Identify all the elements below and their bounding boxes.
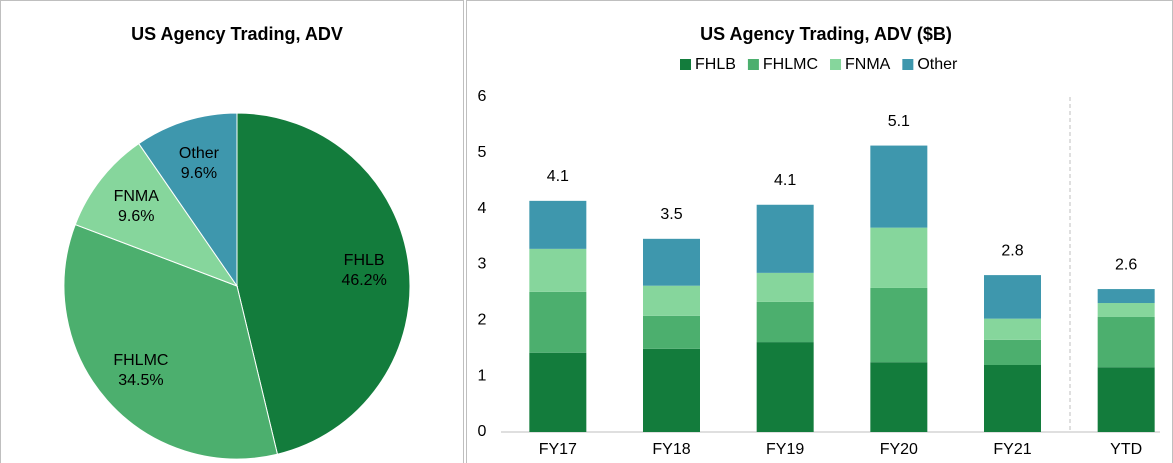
bar-segment	[984, 339, 1041, 365]
bar-segment	[529, 352, 587, 432]
total-label: 4.1	[774, 172, 796, 189]
bar-segment	[529, 291, 587, 353]
y-tick-label: 6	[478, 88, 487, 105]
bar-segment	[1097, 303, 1155, 317]
total-label: 2.8	[1001, 242, 1023, 259]
y-tick-label: 0	[478, 423, 487, 440]
bar-segment	[870, 362, 928, 432]
x-tick-label: FY19	[766, 441, 804, 458]
y-tick-label: 5	[478, 144, 487, 161]
x-tick-label: YTD	[1110, 441, 1142, 458]
slice-value-label: 9.6%	[181, 165, 217, 182]
slice-value-label: 34.5%	[118, 372, 163, 389]
bar-segment	[1097, 289, 1155, 304]
total-label: 5.1	[888, 113, 910, 130]
bar-segment	[756, 204, 814, 273]
bar-segment	[1097, 367, 1155, 432]
pie-slice	[74, 142, 239, 288]
legend-label: FHLMC	[763, 56, 818, 73]
bar-segment	[1097, 316, 1155, 368]
x-tick-label: FY18	[652, 441, 690, 458]
bar-segment	[870, 287, 928, 363]
bar-title: US Agency Trading, ADV ($B)	[700, 24, 952, 44]
bar-segment	[643, 238, 700, 286]
slice-label: FHLMC	[113, 352, 168, 369]
bar-segment	[529, 248, 587, 292]
slice-label: FHLB	[344, 252, 385, 269]
pie-slice	[236, 112, 411, 455]
legend-label: FNMA	[845, 56, 891, 73]
left-panel	[0, 0, 464, 463]
x-tick-label: FY20	[880, 441, 918, 458]
total-label: 3.5	[660, 206, 682, 223]
slice-value-label: 9.6%	[118, 208, 154, 225]
legend-swatch	[747, 59, 759, 70]
bar-segment	[643, 348, 700, 432]
y-tick-label: 3	[478, 256, 487, 273]
slice-label: Other	[179, 145, 220, 162]
bar-segment	[870, 145, 928, 228]
bar-segment	[643, 285, 700, 316]
bar-segment	[529, 200, 587, 249]
y-tick-label: 4	[478, 200, 487, 217]
legend-swatch	[680, 59, 691, 70]
bar-segment	[756, 342, 814, 432]
pie-slice	[63, 223, 279, 460]
slice-label: FNMA	[114, 188, 160, 205]
legend-label: Other	[917, 56, 958, 73]
y-tick-label: 1	[478, 367, 487, 384]
legend-swatch	[830, 59, 842, 70]
bar-segment	[870, 227, 928, 288]
slice-value-label: 46.2%	[341, 272, 386, 289]
total-label: 2.6	[1115, 256, 1137, 273]
x-tick-label: FY21	[993, 441, 1031, 458]
pie-title: US Agency Trading, ADV	[131, 24, 343, 44]
x-tick-label: FY17	[539, 441, 577, 458]
bar-segment	[756, 301, 814, 343]
bar-segment	[984, 365, 1041, 432]
bar-segment	[643, 315, 700, 349]
bar-segment	[756, 272, 814, 302]
legend-swatch	[902, 59, 914, 70]
bar-segment	[984, 318, 1041, 340]
total-label: 4.1	[547, 168, 569, 185]
y-tick-label: 2	[478, 312, 487, 329]
bar-segment	[984, 275, 1041, 319]
legend-label: FHLB	[695, 56, 736, 73]
pie-slice	[138, 112, 238, 288]
